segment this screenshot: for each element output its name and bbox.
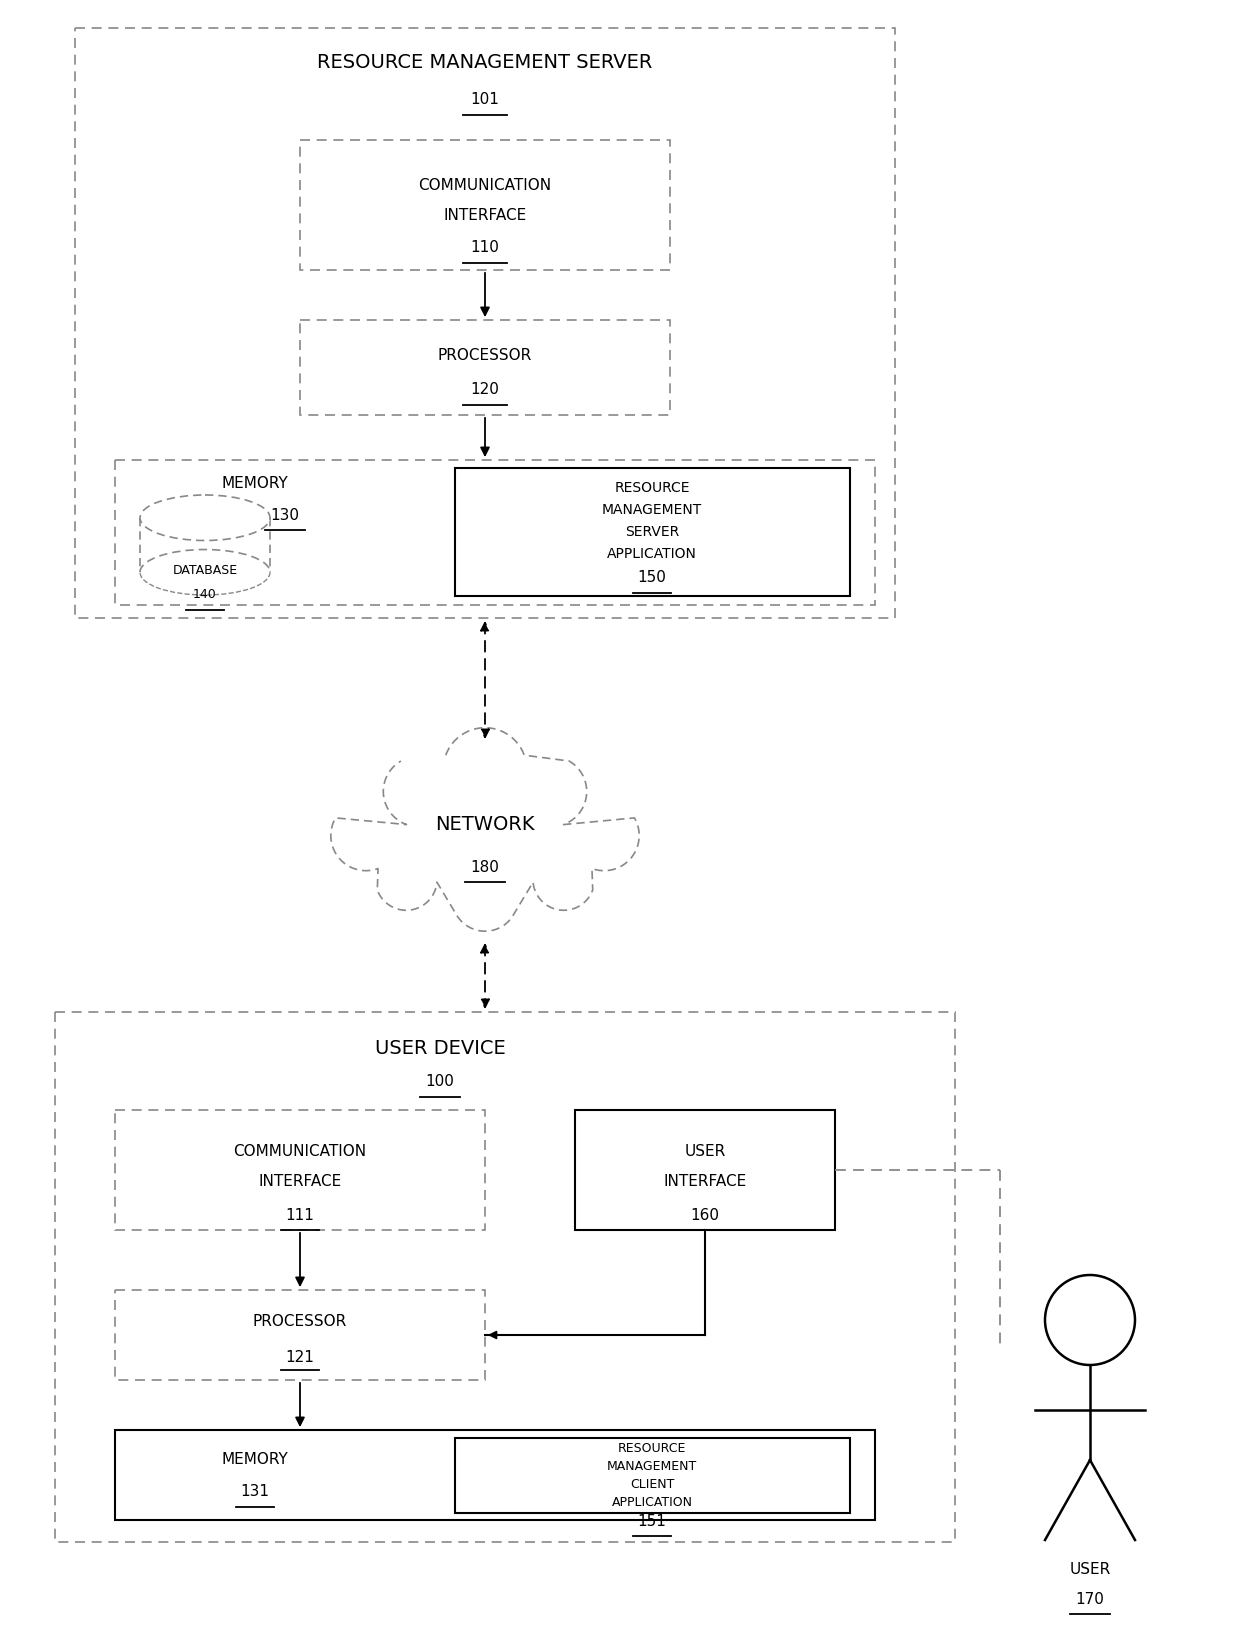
Text: APPLICATION: APPLICATION (608, 547, 697, 562)
Bar (300, 140, 670, 269)
Text: 120: 120 (470, 383, 500, 398)
Text: MANAGEMENT: MANAGEMENT (601, 502, 702, 517)
Bar (575, 1110, 835, 1231)
Text: RESOURCE: RESOURCE (618, 1442, 686, 1454)
Text: DATABASE: DATABASE (172, 563, 238, 577)
Bar (55, 1013, 955, 1541)
Bar (74, 28, 895, 618)
Text: 160: 160 (691, 1208, 719, 1222)
Text: 100: 100 (425, 1074, 454, 1090)
Text: 111: 111 (285, 1208, 315, 1222)
Bar (115, 1290, 485, 1379)
Bar (455, 468, 849, 596)
Text: USER: USER (684, 1145, 725, 1160)
Text: MEMORY: MEMORY (222, 1452, 289, 1467)
Ellipse shape (140, 496, 270, 540)
Text: APPLICATION: APPLICATION (611, 1495, 692, 1508)
Bar (115, 1431, 875, 1520)
Text: PROCESSOR: PROCESSOR (253, 1315, 347, 1330)
Text: CLIENT: CLIENT (630, 1477, 675, 1490)
Text: 151: 151 (637, 1515, 666, 1530)
Text: MANAGEMENT: MANAGEMENT (606, 1459, 697, 1472)
Text: COMMUNICATION: COMMUNICATION (233, 1145, 367, 1160)
Text: INTERFACE: INTERFACE (444, 208, 527, 223)
Text: 170: 170 (1075, 1593, 1105, 1607)
Bar (115, 1110, 485, 1231)
Text: RESOURCE MANAGEMENT SERVER: RESOURCE MANAGEMENT SERVER (317, 53, 652, 73)
Text: 150: 150 (637, 570, 666, 585)
Bar (115, 459, 875, 605)
Text: 101: 101 (470, 93, 500, 107)
Text: 180: 180 (470, 861, 500, 876)
Text: 130: 130 (270, 507, 300, 522)
Text: INTERFACE: INTERFACE (663, 1175, 746, 1189)
Text: USER: USER (1069, 1563, 1111, 1578)
Text: 131: 131 (241, 1485, 269, 1500)
Text: 110: 110 (470, 241, 500, 256)
Text: RESOURCE: RESOURCE (614, 481, 689, 496)
Text: COMMUNICATION: COMMUNICATION (418, 177, 552, 193)
Text: 121: 121 (285, 1350, 315, 1365)
Text: 140: 140 (193, 588, 217, 601)
Text: PROCESSOR: PROCESSOR (438, 347, 532, 362)
Bar (300, 320, 670, 415)
Text: INTERFACE: INTERFACE (258, 1175, 342, 1189)
Text: SERVER: SERVER (625, 525, 680, 539)
Text: NETWORK: NETWORK (435, 816, 534, 834)
Text: USER DEVICE: USER DEVICE (374, 1039, 506, 1057)
Text: MEMORY: MEMORY (222, 476, 289, 491)
Bar (455, 1437, 849, 1513)
